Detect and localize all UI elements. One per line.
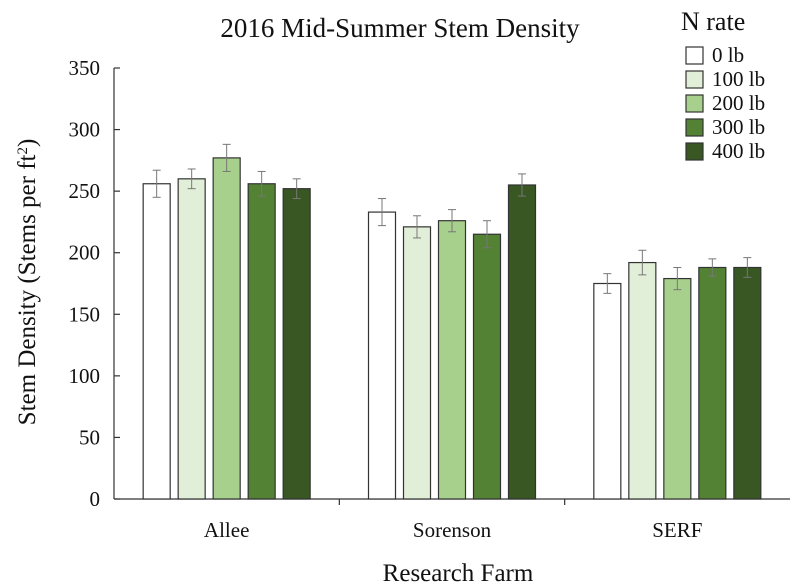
x-tick-label: Sorenson [413,518,492,542]
x-tick-label: SERF [652,518,702,542]
legend-swatch [685,118,704,137]
bar [282,188,311,500]
y-axis-label-main: Stem Density (Stems per ft [14,154,41,425]
y-axis-label-superscript: 2 [15,147,31,155]
legend-label: 400 lb [712,139,765,163]
legend-swatch [685,46,704,65]
y-tick-label: 250 [69,179,101,203]
bar [698,266,727,500]
y-tick-label: 350 [69,56,101,80]
legend-label: 0 lb [712,43,744,67]
legend-swatch [685,70,704,89]
y-axis-label-end: ) [14,139,41,147]
y-tick-label: 50 [79,425,100,449]
bar [212,157,241,500]
legend-label: 300 lb [712,115,765,139]
plot-area: 0 50 100 150 200 250 300 350 Allee Sorenson SERF [69,56,790,542]
y-axis-label: Stem Density (Stems per ft2) [14,139,41,426]
bar [663,277,692,500]
bar [142,183,171,500]
legend-title: N rate [681,7,745,36]
y-tick-label: 200 [69,241,101,265]
bar [733,266,762,500]
bar [247,183,276,500]
x-axis-label: Research Farm [383,560,534,587]
bar [472,233,502,500]
bar [507,184,537,500]
bar [437,220,467,500]
y-tick-label: 300 [69,118,101,142]
y-tick-label: 100 [69,364,101,388]
bar [593,282,622,500]
legend-swatch [685,94,704,113]
chart-title: 2016 Mid-Summer Stem Density [220,13,580,43]
legend-swatch [685,142,704,161]
legend-label: 100 lb [712,67,765,91]
x-tick-label: Allee [204,518,249,542]
legend-label: 200 lb [712,91,765,115]
bar [367,211,397,500]
bar [177,178,206,500]
y-tick-label: 150 [69,302,101,326]
y-tick-label: 0 [90,487,101,511]
bar [402,226,432,500]
bar [628,261,657,500]
